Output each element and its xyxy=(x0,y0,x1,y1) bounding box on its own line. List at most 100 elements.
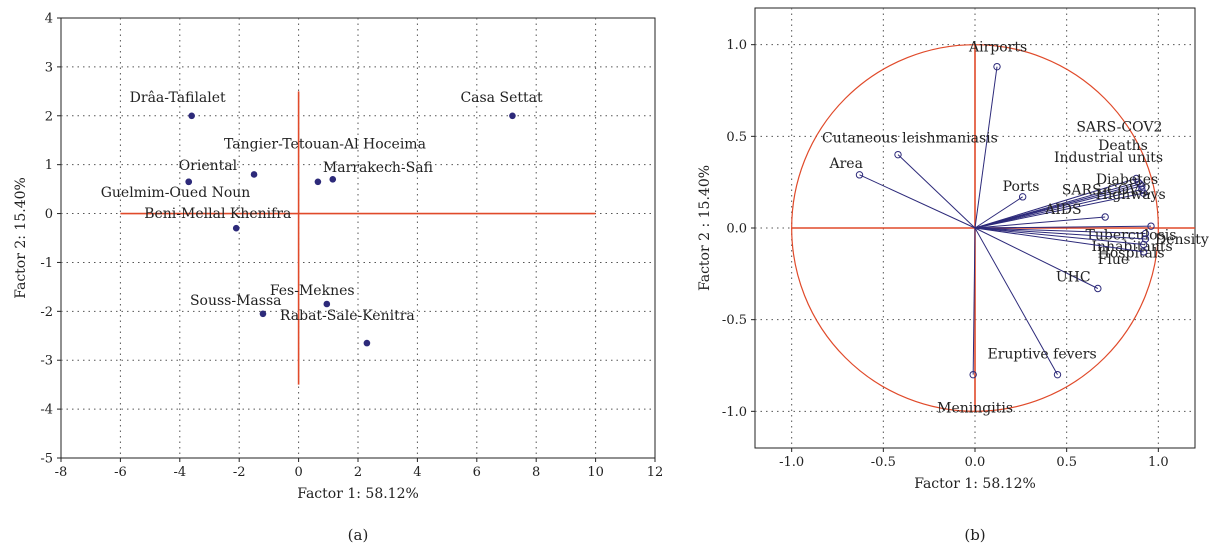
y-tick-label: 0 xyxy=(45,207,53,222)
x-tick-label: -8 xyxy=(55,465,68,480)
vector-label: SARS-COV2 xyxy=(1076,120,1162,136)
vector-label: Ports xyxy=(1003,179,1040,195)
vector-label: Industrial units xyxy=(1054,150,1163,166)
x-tick-label: -2 xyxy=(233,465,246,480)
vector-endpoint xyxy=(1139,248,1148,256)
vector-endpoint xyxy=(855,171,864,179)
vector-endpoint xyxy=(1138,185,1146,194)
point-label: Souss-Massa xyxy=(190,293,282,309)
vector-label: Airports xyxy=(968,40,1027,56)
x-tick-label: -0.5 xyxy=(871,455,896,470)
vector-endpoint xyxy=(1138,182,1146,190)
vector-endpoint xyxy=(1132,174,1141,183)
vector-label: Highways xyxy=(1096,187,1166,203)
vector-label: AIDS xyxy=(1044,202,1081,218)
vector-line xyxy=(974,225,1152,229)
data-point xyxy=(250,171,258,178)
point-label: Marrakech-Safi xyxy=(323,160,434,176)
y-axis-label-a: Factor 2: 15.40% xyxy=(13,177,29,299)
vector-label: Hospitals xyxy=(1098,246,1165,262)
data-point xyxy=(509,112,516,120)
x-tick-label: -1.0 xyxy=(779,455,804,470)
point-label: Guelmim-Oued Noun xyxy=(101,185,251,201)
data-point xyxy=(329,176,337,183)
vector-endpoint xyxy=(993,62,1001,71)
x-tick-label: 1.0 xyxy=(1148,455,1169,470)
y-tick-label: -1.0 xyxy=(722,405,747,420)
crosshair-a xyxy=(120,91,596,385)
vector-label: Density xyxy=(1155,232,1209,248)
y-tick-label: -1 xyxy=(40,256,53,271)
x-tick-label: 10 xyxy=(587,465,604,480)
vector-endpoint xyxy=(969,370,977,379)
point-label: Casa Settat xyxy=(460,90,543,106)
data-point xyxy=(363,339,371,347)
vector-endpoint xyxy=(1018,193,1027,201)
vector-label: Tuberculosis xyxy=(1086,228,1177,244)
y-tick-label: 4 xyxy=(45,12,53,27)
point-label: Fes-Meknes xyxy=(270,283,355,299)
x-tick-label: 12 xyxy=(647,465,664,480)
point-label: Rabat-Sale-Kenitra xyxy=(280,308,415,324)
x-tick-label: -6 xyxy=(114,465,127,480)
vector-line xyxy=(974,189,1142,229)
point-label: Drâa-Tafilalet xyxy=(130,90,226,106)
y-tick-label: 0.0 xyxy=(726,222,747,237)
y-tick-label: 0.5 xyxy=(726,130,747,145)
vector-line xyxy=(974,196,1023,229)
vector-line xyxy=(974,216,1106,229)
vector-line xyxy=(974,178,1137,229)
panel-caption-b: (b) xyxy=(964,526,985,544)
x-tick-label: 6 xyxy=(473,465,481,480)
data-point xyxy=(259,310,267,318)
vector-line xyxy=(974,227,1144,245)
x-tick-label: 0 xyxy=(294,465,302,480)
vector-line xyxy=(972,227,976,375)
point-label: Tangier-Tetouan-Al Hoceima xyxy=(224,136,426,152)
panel-b: -1.0 -0.5 0.0 0.5 1.0 -1.0 -0.5 0.0 0.5 1.0 Airpo… xyxy=(697,7,1209,544)
y-tick-label: -2 xyxy=(40,305,53,320)
vector-line xyxy=(974,227,1146,234)
vector-endpoint xyxy=(1053,370,1062,379)
y-tick-label: 1.0 xyxy=(726,38,747,53)
vector-line xyxy=(974,227,1144,253)
data-point xyxy=(185,178,193,186)
x-tick-label: 2 xyxy=(354,465,362,480)
vector-endpoint xyxy=(1139,189,1148,197)
vector-label: Eruptive fevers xyxy=(988,347,1097,363)
vector-endpoint xyxy=(1101,213,1109,221)
points-a: Drâa-Tafilalet Casa Settat Tangier-Tetouan… xyxy=(101,90,543,347)
vector-label: UHC xyxy=(1056,270,1091,286)
vector-line xyxy=(859,174,976,229)
vector-label: Meningitis xyxy=(937,401,1013,417)
ticks-b: -1.0 -0.5 0.0 0.5 1.0 -1.0 -0.5 0.0 0.5 1.0 xyxy=(722,38,1169,470)
vector-label: Deaths xyxy=(1098,138,1148,154)
vector-label: Flue xyxy=(1098,252,1130,268)
vector-line xyxy=(974,185,1142,229)
vector-label: Area xyxy=(829,156,863,172)
vector-line xyxy=(974,192,1144,229)
vector-endpoint xyxy=(1141,229,1150,238)
vector-label: Diabetes xyxy=(1096,172,1158,188)
vector-label: SARS-COV-2 xyxy=(1062,183,1151,199)
vector-endpoint xyxy=(894,150,902,159)
vector-line xyxy=(974,227,1099,289)
x-tick-label: 0.5 xyxy=(1056,455,1077,470)
vector-label: Inhabitants xyxy=(1092,239,1173,255)
x-axis-label-b: Factor 1: 58.12% xyxy=(914,476,1036,492)
point-label: Oriental xyxy=(179,158,238,174)
vector-endpoint xyxy=(1094,284,1102,293)
x-tick-label: 8 xyxy=(532,465,540,480)
point-label: Beni-Mellal Khenifra xyxy=(144,206,291,222)
y-tick-label: -5 xyxy=(40,452,53,467)
y-tick-label: -0.5 xyxy=(722,313,747,328)
x-axis-label-a: Factor 1: 58.12% xyxy=(297,486,419,502)
data-point xyxy=(232,224,240,232)
vector-line xyxy=(974,66,998,229)
y-axis-label-b: Factor 2 : 15.40% xyxy=(697,165,713,291)
y-tick-label: 2 xyxy=(45,109,53,124)
y-tick-label: -3 xyxy=(40,354,53,369)
